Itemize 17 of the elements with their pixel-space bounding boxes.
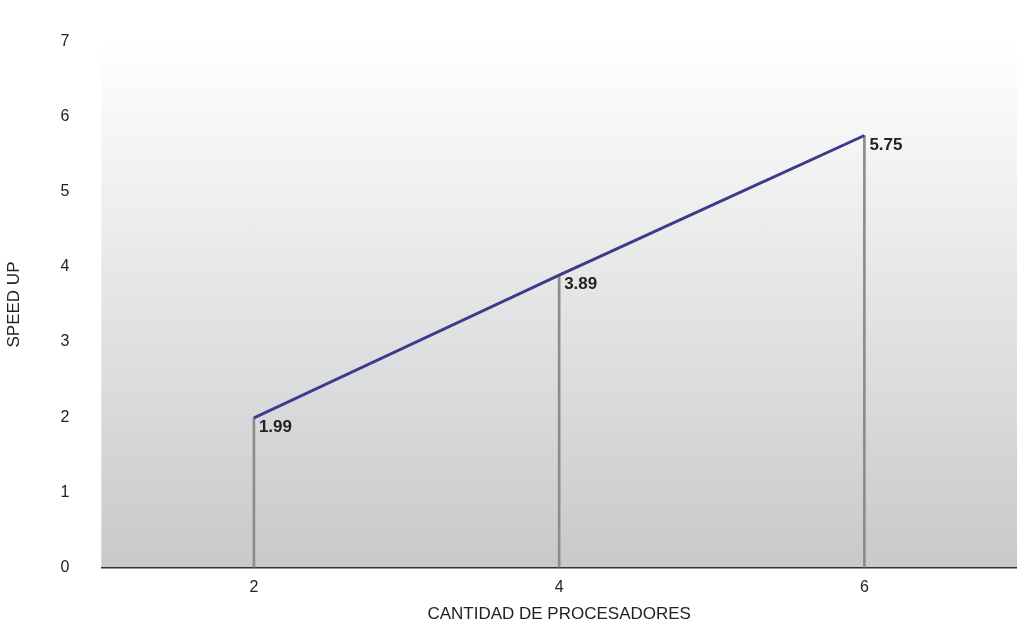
y-tick-label: 4 bbox=[60, 257, 70, 275]
x-axis-title: CANTIDAD DE PROCESADORES bbox=[427, 604, 691, 624]
data-label: 1.99 bbox=[258, 417, 293, 437]
y-tick-label: 3 bbox=[60, 332, 70, 350]
y-axis-title: SPEED UP bbox=[3, 261, 23, 348]
y-tick-label: 0 bbox=[60, 557, 70, 575]
y-tick-label: 1 bbox=[60, 482, 70, 500]
x-tick-label: 2 bbox=[249, 578, 259, 596]
x-tick-label: 4 bbox=[554, 578, 564, 596]
y-tick-label: 2 bbox=[60, 407, 70, 425]
bar bbox=[863, 135, 866, 568]
x-tick-label: 6 bbox=[859, 578, 869, 596]
data-label: 3.89 bbox=[564, 274, 598, 294]
y-tick-label: 7 bbox=[60, 32, 70, 50]
y-tick-label: 6 bbox=[60, 107, 70, 125]
data-label: 5.75 bbox=[869, 134, 903, 154]
y-tick-label: 5 bbox=[60, 182, 70, 200]
